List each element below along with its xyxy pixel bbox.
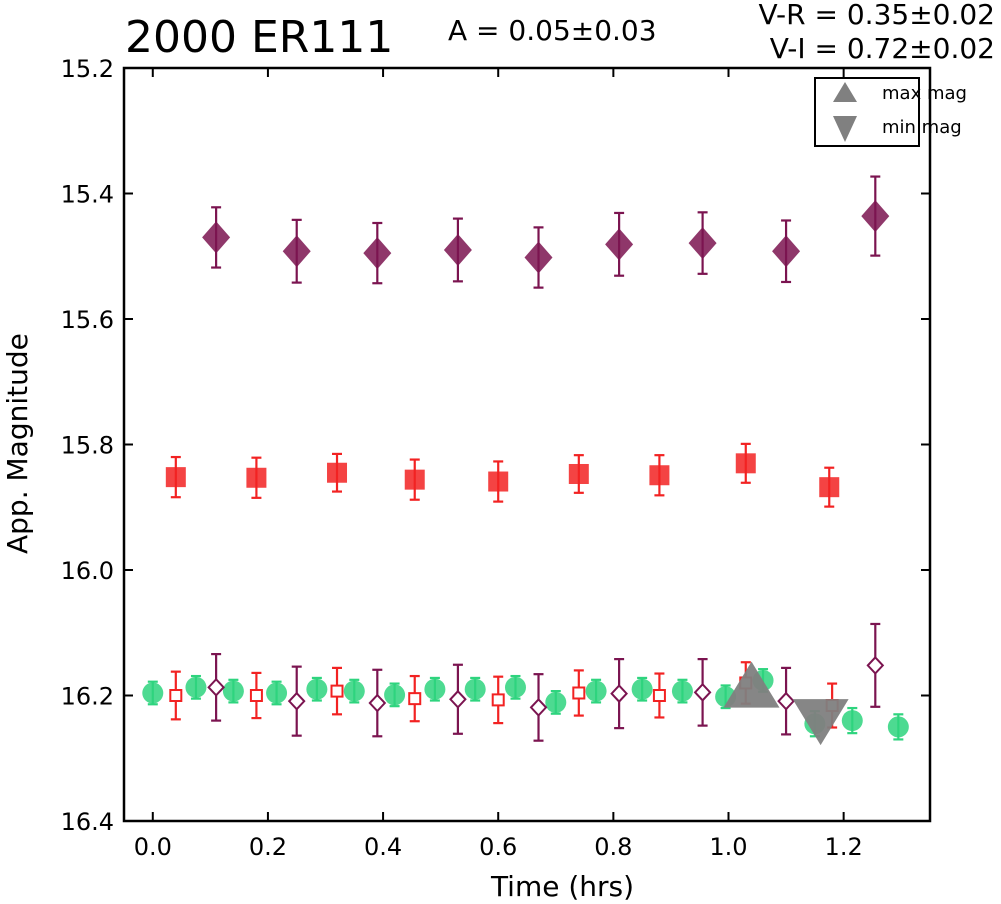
x-tick-label-1: 0.2 [249,833,287,861]
i-filled-point-5 [605,228,634,261]
i-open-point-1 [287,691,306,711]
v-point-9 [504,676,526,698]
v-point-5 [343,680,365,702]
x-tick-label-3: 0.6 [479,833,517,861]
i-open-point-8 [866,655,885,675]
y-tick-label-1: 15.4 [61,181,114,209]
v-point-13 [671,680,693,702]
r-open-point-5 [572,686,586,700]
i-open-point-3 [449,689,467,709]
legend-max-mag-marker [833,82,857,102]
y-axis-label: App. Magnitude [1,333,34,554]
v-point-3 [266,682,288,704]
legend: max mag min mag [814,77,967,147]
i-open-point-7 [777,691,795,711]
i-open-point-5 [610,684,628,704]
i-filled-point-6 [688,227,717,260]
v-point-17 [841,710,863,732]
amplitude-label: A = 0.05±0.03 [448,14,657,47]
r-filled-point-1 [246,467,267,488]
i-open-point-2 [368,693,387,713]
x-axis-label: Time (hrs) [490,870,635,903]
color-index-vr: V-R = 0.35±0.02 [758,0,995,31]
r-open-point-2 [330,684,344,698]
chart-title: 2000 ER111 [125,12,394,63]
r-open-point-0 [169,689,183,702]
plot-layer [142,175,909,746]
legend-box [814,77,920,147]
y-tick-label-6: 16.4 [61,808,114,836]
x-tick-label-0: 0.0 [134,833,172,861]
i-open-point-0 [207,677,225,697]
x-tick-label-5: 1.0 [709,833,747,861]
v-point-10 [545,691,567,713]
v-point-6 [384,684,406,706]
v-point-18 [887,716,909,738]
v-point-1 [185,676,207,698]
max-mag-marker [723,661,780,708]
i-filled-point-0 [202,221,231,254]
y-tick-label-2: 15.6 [61,306,114,334]
i-filled-point-2 [363,237,392,270]
v-point-12 [631,678,653,700]
r-filled-point-8 [819,477,840,498]
x-tick-label-2: 0.4 [364,833,402,861]
y-tick-label-3: 15.8 [61,432,114,460]
v-point-11 [585,680,607,702]
axis-layer: 0.0 0.2 0.4 0.6 0.8 1.0 1.2 15.2 15.4 15.6 15.8 16.… [61,55,930,861]
min-mag-marker [792,699,849,746]
r-filled-point-3 [404,469,425,490]
r-filled-point-4 [488,471,509,492]
i-filled-point-3 [443,233,472,266]
r-filled-point-5 [568,463,589,484]
r-open-point-4 [491,693,505,707]
v-point-4 [306,678,328,700]
legend-min-mag-marker [833,116,857,142]
x-tick-label-4: 0.8 [594,833,632,861]
legend-min-mag-label: min mag [882,117,962,138]
y-tick-label-0: 15.2 [61,55,114,83]
legend-max-mag-label: max mag [882,83,967,104]
x-tick-label-6: 1.2 [825,833,863,861]
i-filled-point-4 [524,241,553,274]
v-point-0 [142,682,164,704]
r-filled-point-0 [165,467,186,488]
r-filled-point-6 [649,465,670,486]
v-point-2 [222,680,244,702]
r-open-point-3 [408,692,422,706]
r-filled-point-7 [735,453,756,474]
i-filled-point-8 [861,200,890,233]
i-open-point-4 [529,697,548,717]
r-filled-point-2 [327,462,348,483]
v-point-8 [464,678,486,700]
i-filled-point-1 [282,235,311,268]
i-open-point-6 [693,682,712,702]
v-point-7 [424,678,446,700]
i-filled-point-7 [772,235,801,268]
r-open-point-6 [652,689,666,702]
r-open-point-1 [249,689,263,702]
y-tick-label-5: 16.2 [61,683,114,711]
color-index-vi: V-I = 0.72±0.02 [769,32,995,65]
y-tick-label-4: 16.0 [61,557,114,585]
